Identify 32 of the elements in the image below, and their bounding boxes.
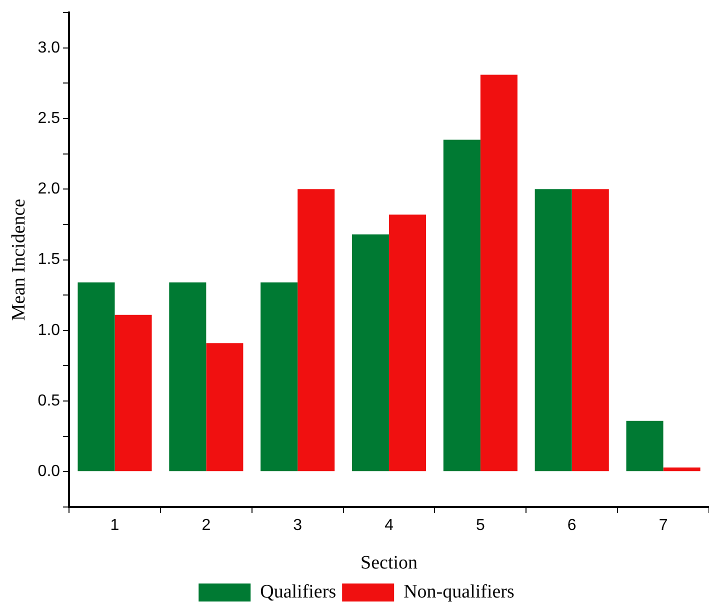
bar	[352, 234, 390, 472]
y-tick-label: 3.0	[38, 39, 60, 56]
bar	[443, 140, 480, 472]
x-tick-label: 7	[658, 517, 668, 534]
bar	[169, 282, 206, 472]
x-tick-label: 5	[476, 517, 485, 534]
bar	[480, 74, 518, 472]
legend-label: Non-qualifiers	[404, 581, 514, 602]
bar	[663, 467, 700, 472]
bar	[626, 420, 664, 472]
bar	[534, 189, 572, 472]
bar	[298, 189, 335, 472]
y-tick-label: 0.0	[38, 463, 60, 480]
bar	[389, 214, 426, 472]
x-tick-label: 1	[110, 517, 120, 534]
bar	[78, 282, 115, 472]
bar	[114, 314, 152, 472]
x-tick-label: 2	[202, 517, 211, 534]
y-tick-label: 2.5	[38, 110, 60, 127]
x-tick-label: 4	[384, 517, 394, 534]
y-tick-label: 2.0	[38, 180, 60, 198]
x-axis-title: Section	[360, 552, 418, 574]
y-tick-label: 0.5	[38, 392, 60, 410]
bar	[260, 282, 298, 472]
y-tick-label: 1.5	[38, 251, 60, 268]
legend-label: Qualifiers	[260, 581, 336, 602]
bar	[206, 343, 244, 472]
bar	[572, 189, 609, 472]
x-tick-label: 3	[293, 517, 302, 534]
y-tick-label: 1.0	[38, 322, 60, 339]
y-axis-title: Mean Incidence	[8, 198, 30, 321]
x-tick-label: 6	[567, 517, 576, 534]
